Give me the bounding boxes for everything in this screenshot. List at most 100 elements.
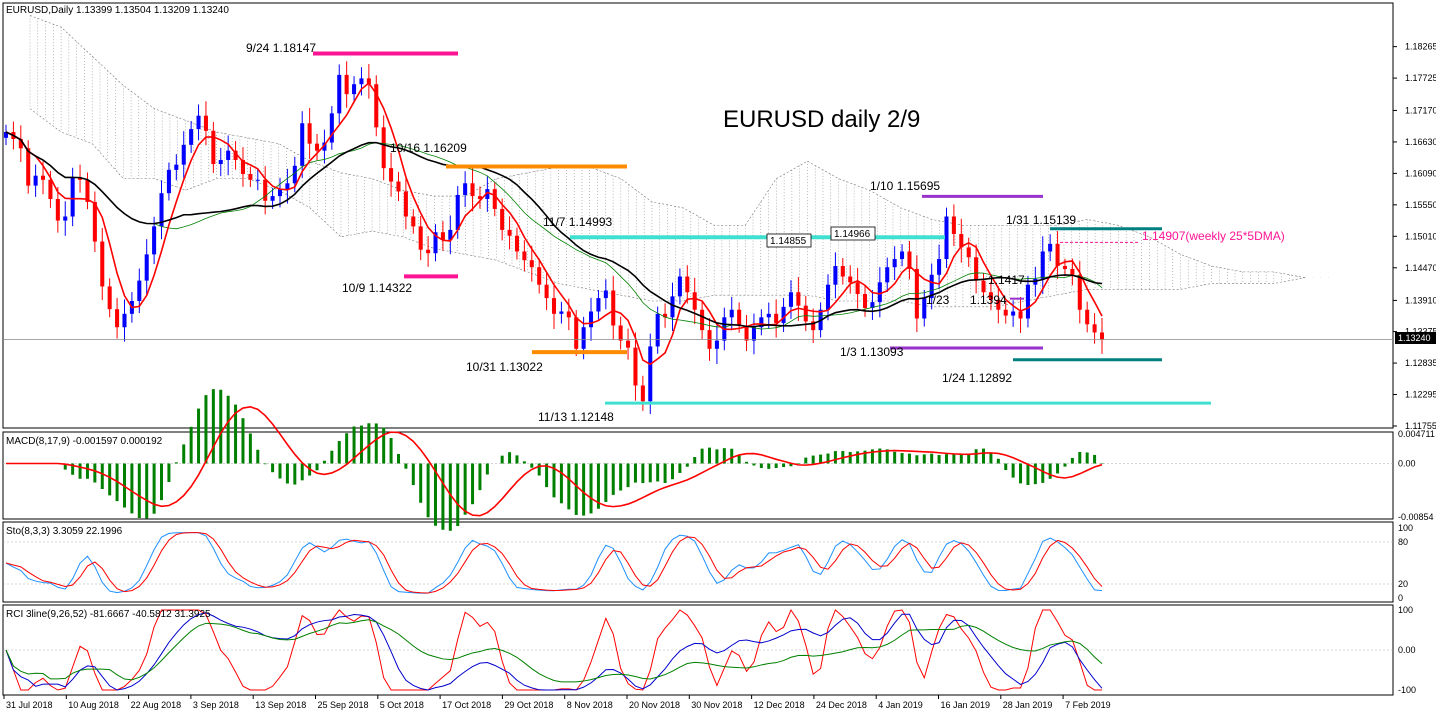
candle-body-125	[929, 274, 934, 299]
candle-body-113	[840, 266, 845, 277]
time-axis: 31 Jul 2018 10 Aug 2018 22 Aug 2018 3 Sep 2…	[3, 695, 1111, 710]
candle-body-121	[900, 251, 905, 260]
candle-body-107	[796, 292, 801, 306]
candle-body-12	[92, 201, 97, 242]
stoch-d	[5, 532, 1103, 594]
macd-signal	[6, 406, 1103, 517]
annotation-1-3: 1/3 1.13093	[840, 345, 904, 359]
candle-body-111	[825, 284, 831, 310]
annotation-11-7: 11/7 1.14993	[543, 215, 613, 229]
candle-body-89	[663, 313, 668, 318]
chart-header: EURUSD,Daily 1.13399 1.13504 1.13209 1.1…	[6, 5, 229, 16]
candle-body-78	[581, 327, 586, 349]
candle-body-66	[492, 189, 497, 209]
candle-body-3	[26, 148, 31, 186]
candle-body-91	[677, 276, 682, 297]
candle-body-108	[803, 305, 808, 322]
candle-body-9	[70, 177, 75, 217]
candle-body-83	[618, 325, 623, 341]
candle-body-117	[870, 302, 875, 308]
candle-body-130	[966, 247, 971, 258]
candle-body-65	[485, 189, 490, 200]
candle-body-106	[788, 292, 793, 307]
candle-body-62	[463, 183, 468, 195]
candle-body-38	[285, 183, 290, 190]
candle-body-68	[507, 229, 512, 236]
candle-body-103	[766, 313, 771, 318]
stoch-drawing: 100 80 20 0	[3, 523, 1413, 603]
candle-body-143	[1062, 266, 1067, 269]
candle-body-27	[203, 115, 208, 131]
candle-body-94	[700, 309, 705, 331]
candle-body-11	[85, 179, 90, 202]
candle-body-20	[152, 226, 157, 255]
candle-body-86	[640, 385, 645, 402]
candle-body-57	[426, 249, 431, 254]
candle-body-82	[611, 290, 616, 326]
time-label-11: 30 Nov 2018	[691, 700, 742, 710]
time-label-9: 8 Nov 2018	[567, 700, 613, 710]
candle-body-23	[174, 164, 179, 170]
candle-body-36	[270, 196, 275, 201]
candle-body-37	[277, 189, 283, 197]
candle-body-61	[455, 194, 460, 230]
annotation-weekly-ma: 1.14907(weekly 25*5DMA)	[1142, 229, 1285, 243]
price-tick-4: 1.16090	[1405, 168, 1436, 178]
candle-body-21	[159, 193, 164, 227]
candle-body-124	[922, 298, 927, 319]
time-label-0: 31 Jul 2018	[6, 700, 53, 710]
candle-body-16	[122, 313, 127, 328]
candle-body-99	[737, 309, 742, 326]
time-label-7: 17 Oct 2018	[442, 700, 491, 710]
rci-mid	[5, 612, 1103, 691]
annotation-1-31: 1/31 1.15139	[1006, 213, 1076, 227]
price-tick-0: 1.18265	[1405, 42, 1436, 52]
candle-body-10	[78, 177, 83, 180]
moving-averages	[5, 82, 1103, 366]
stoch-panel	[2, 521, 1394, 603]
candle-body-136	[1011, 311, 1016, 316]
candle-body-80	[596, 298, 601, 312]
candle-body-67	[500, 208, 505, 230]
level-lines	[313, 51, 1211, 405]
candle-body-72	[537, 267, 542, 285]
time-label-13: 24 Dec 2018	[816, 700, 867, 710]
candle-body-46	[344, 74, 349, 95]
candle-body-22	[166, 169, 171, 194]
time-label-5: 25 Sep 2018	[318, 700, 369, 710]
candle-body-28	[211, 130, 216, 165]
candle-body-132	[981, 280, 986, 293]
candle-body-92	[685, 276, 690, 293]
price-tick-1: 1.17725	[1405, 73, 1436, 83]
candle-body-29	[218, 159, 223, 165]
candle-body-146	[1085, 309, 1090, 325]
rci-long	[5, 619, 1103, 683]
price-tick-3: 1.16630	[1405, 137, 1436, 147]
annotation-1-10: 1/10 1.15695	[870, 179, 940, 193]
candle-body-58	[433, 232, 438, 254]
candle-body-142	[1055, 243, 1060, 267]
rci-tick-1: 0.00	[1398, 645, 1416, 655]
candle-body-43	[322, 142, 327, 151]
candle-body-39	[292, 165, 297, 184]
candle-body-56	[418, 226, 423, 250]
stoch-tick-3: 0	[1398, 593, 1403, 603]
candle-body-63	[470, 183, 475, 197]
candle-body-77	[574, 317, 579, 349]
candle-body-70	[522, 251, 527, 261]
macd-title: MACD(8,17,9) -0.001597 0.000192	[6, 436, 163, 447]
candle-body-81	[603, 290, 608, 299]
rci-tick-2: -100	[1398, 685, 1416, 695]
macd-tick-2: -0.00854	[1398, 512, 1434, 522]
candle-body-26	[196, 115, 201, 130]
stoch-tick-1: 80	[1398, 537, 1408, 547]
price-tick-11: 1.12295	[1405, 390, 1436, 400]
candle-body-90	[670, 296, 675, 318]
rci-drawing: 100 0.00 -100	[3, 605, 1416, 695]
candle-body-18	[137, 280, 142, 302]
candle-body-60	[448, 229, 453, 240]
candle-body-69	[514, 235, 519, 252]
candle-body-137	[1018, 311, 1023, 319]
price-tick-2: 1.17170	[1405, 105, 1436, 115]
